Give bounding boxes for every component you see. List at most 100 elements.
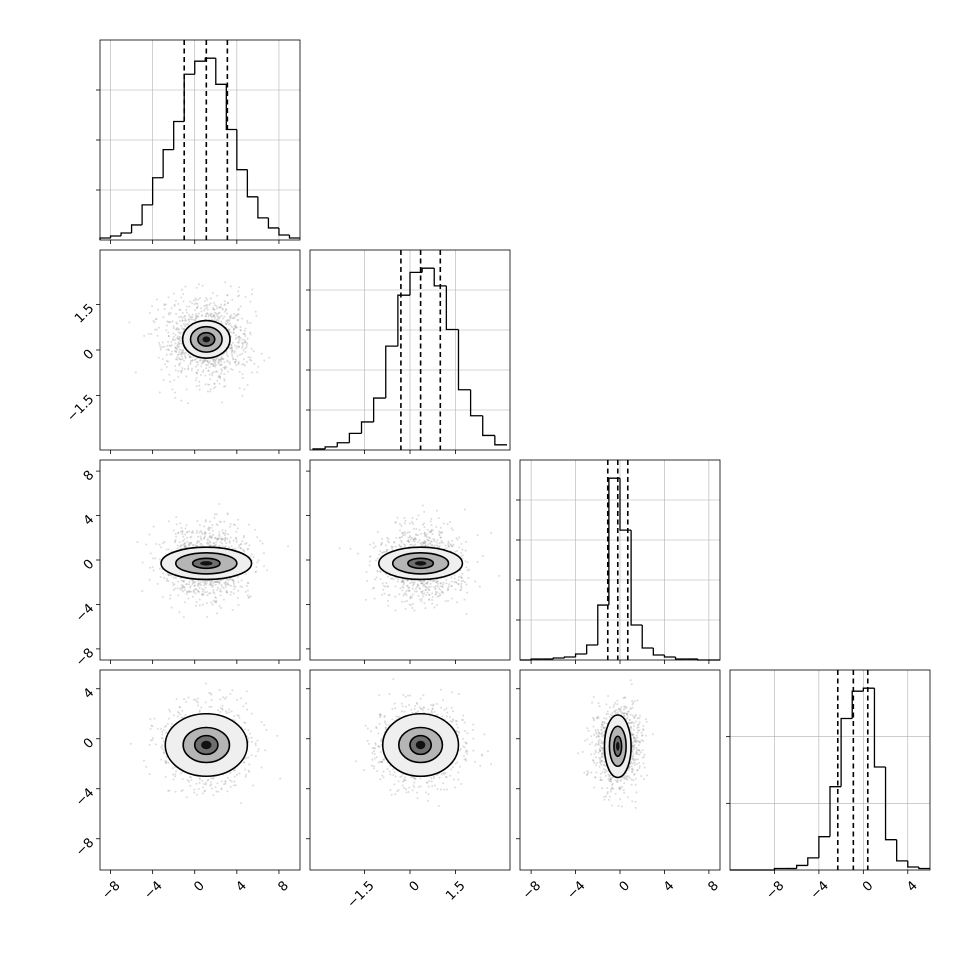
scatter-point: [455, 720, 458, 723]
scatter-point: [243, 550, 246, 553]
scatter-point: [216, 580, 219, 583]
scatter-point: [179, 706, 182, 709]
scatter-point: [225, 353, 228, 356]
scatter-point: [234, 326, 237, 329]
scatter-point: [189, 776, 192, 779]
scatter-point: [411, 593, 414, 596]
scatter-point: [251, 288, 254, 291]
histogram-bin: [173, 120, 185, 150]
scatter-point: [170, 606, 173, 609]
scatter-point: [208, 705, 211, 708]
scatter-point: [430, 524, 433, 527]
scatter-point: [204, 580, 207, 583]
scatter-point: [419, 785, 422, 788]
scatter-point: [407, 540, 410, 543]
scatter-point: [209, 535, 212, 538]
scatter-point: [374, 742, 377, 745]
scatter-point: [226, 581, 229, 584]
scatter-point: [429, 520, 432, 523]
scatter-point: [231, 347, 234, 350]
scatter-point: [243, 721, 246, 724]
scatter-point: [194, 592, 197, 595]
scatter-point: [181, 316, 184, 319]
scatter-point: [175, 348, 178, 351]
scatter-point: [229, 285, 232, 288]
contour-line: [160, 546, 253, 581]
histogram-bin: [360, 421, 374, 434]
scatter-point: [250, 347, 253, 350]
scatter-point: [223, 538, 226, 541]
scatter-point: [186, 779, 189, 782]
scatter-point: [197, 701, 200, 704]
scatter-point: [266, 569, 269, 572]
scatter-point: [211, 777, 214, 780]
histogram-bin: [257, 196, 269, 219]
scatter-point: [159, 546, 162, 549]
scatter-point: [423, 583, 426, 586]
scatter-point: [203, 535, 206, 538]
scatter-point: [420, 582, 423, 585]
scatter-point: [218, 306, 221, 309]
scatter-point: [186, 583, 189, 586]
scatter-point: [219, 590, 222, 593]
scatter-point: [165, 359, 168, 362]
scatter-point: [427, 539, 430, 542]
scatter-point: [185, 388, 188, 391]
scatter-point: [218, 503, 221, 506]
scatter-point: [247, 581, 250, 584]
scatter-point: [404, 532, 407, 535]
scatter-point: [198, 388, 201, 391]
scatter-point: [419, 598, 422, 601]
scatter-point: [426, 781, 429, 784]
scatter-point: [209, 541, 212, 544]
scatter-point: [199, 373, 202, 376]
scatter-point: [217, 319, 220, 322]
scatter-point: [174, 532, 177, 535]
scatter-point: [184, 319, 187, 322]
scatter-point: [181, 540, 184, 543]
scatter-point: [373, 767, 376, 770]
scatter-point: [234, 358, 237, 361]
scatter-point: [237, 363, 240, 366]
scatter-point: [251, 740, 254, 743]
scatter-point: [207, 543, 210, 546]
scatter-point: [168, 344, 171, 347]
scatter-point: [178, 308, 181, 311]
scatter-point: [223, 361, 226, 364]
scatter-point: [189, 543, 192, 546]
scatter-point: [158, 391, 161, 394]
scatter-point: [172, 576, 175, 579]
scatter-point: [222, 587, 225, 590]
scatter-point: [175, 328, 178, 331]
scatter-point: [433, 580, 436, 583]
scatter-point: [433, 538, 436, 541]
scatter-point: [226, 319, 229, 322]
scatter-point: [226, 790, 229, 793]
scatter-point: [423, 580, 426, 583]
scatter-point: [374, 747, 377, 750]
scatter-point: [150, 739, 153, 742]
scatter-point: [423, 540, 426, 543]
scatter-point: [175, 312, 178, 315]
scatter-point: [163, 540, 166, 543]
scatter-point: [173, 583, 176, 586]
scatter-point: [245, 344, 248, 347]
scatter-point: [193, 588, 196, 591]
scatter-point: [183, 315, 186, 318]
scatter-point: [395, 536, 398, 539]
scatter-point: [152, 557, 155, 560]
scatter-point: [179, 315, 182, 318]
scatter-point: [188, 589, 191, 592]
scatter-point: [411, 521, 414, 524]
scatter-point: [209, 544, 212, 547]
scatter-point: [245, 572, 248, 575]
scatter-point: [168, 320, 171, 323]
scatter-point: [396, 715, 399, 718]
scatter-point: [184, 533, 187, 536]
scatter-point: [155, 298, 158, 301]
scatter-point: [456, 538, 459, 541]
scatter-point: [441, 583, 444, 586]
scatter-point: [253, 362, 256, 365]
scatter-point: [388, 593, 391, 596]
scatter-point: [208, 536, 211, 539]
